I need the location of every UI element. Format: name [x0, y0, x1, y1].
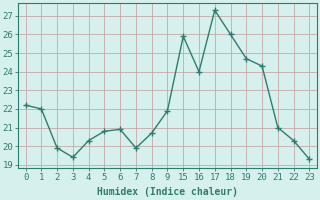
X-axis label: Humidex (Indice chaleur): Humidex (Indice chaleur): [97, 187, 238, 197]
